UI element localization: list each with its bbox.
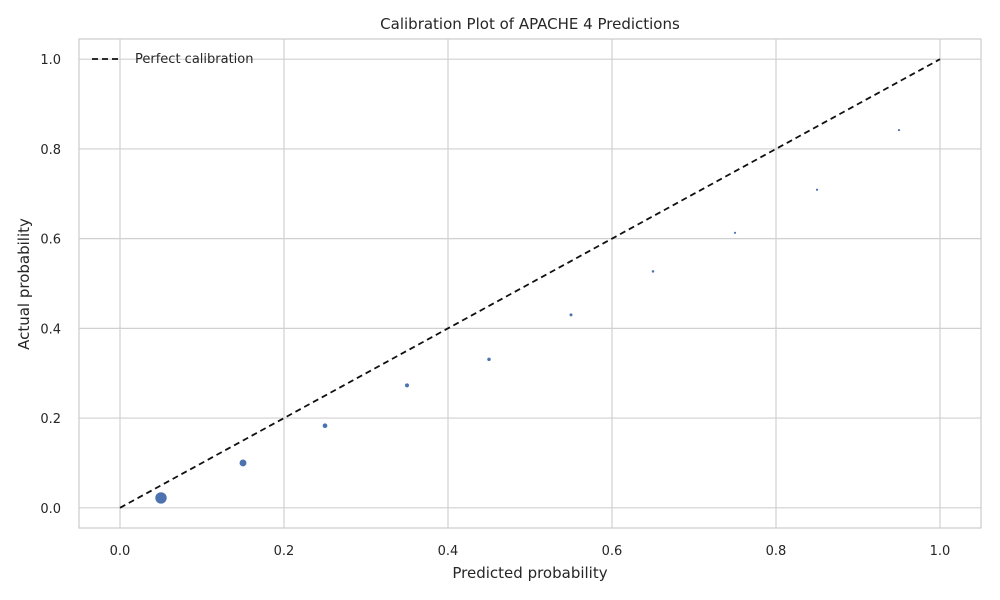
y-tick-label: 0.8 xyxy=(40,143,61,158)
calibration-point xyxy=(154,491,168,505)
grid xyxy=(79,39,981,528)
calibration-point xyxy=(651,270,655,273)
x-tick-label: 0.4 xyxy=(438,544,459,559)
perfect-calibration-line xyxy=(119,58,941,509)
x-tick-labels: 0.0 0.2 0.4 0.6 0.8 1.0 xyxy=(110,544,951,559)
chart-title: Calibration Plot of APACHE 4 Predictions xyxy=(380,15,680,33)
y-tick-labels: 0.0 0.2 0.4 0.6 0.8 1.0 xyxy=(40,53,61,517)
points-layer xyxy=(154,128,901,505)
calibration-point xyxy=(322,422,328,429)
calibration-point xyxy=(897,128,901,132)
calibration-point xyxy=(569,313,573,317)
calibration-point xyxy=(238,458,248,467)
x-tick-label: 1.0 xyxy=(930,544,951,559)
calibration-point xyxy=(405,383,409,388)
calibration-point xyxy=(815,188,819,191)
y-tick-label: 0.0 xyxy=(40,502,61,517)
plot-frame xyxy=(78,38,982,529)
x-tick-label: 0.0 xyxy=(110,544,131,559)
x-axis-label: Predicted probability xyxy=(452,564,607,582)
calibration-point xyxy=(733,231,737,234)
y-tick-label: 0.6 xyxy=(40,233,61,248)
y-tick-label: 1.0 xyxy=(40,53,61,68)
reference-line-layer xyxy=(119,58,941,509)
y-tick-label: 0.4 xyxy=(40,322,61,337)
calibration-point xyxy=(487,357,491,362)
x-tick-label: 0.2 xyxy=(274,544,295,559)
x-tick-label: 0.8 xyxy=(766,544,787,559)
y-axis-label: Actual probability xyxy=(15,218,33,350)
x-tick-label: 0.6 xyxy=(602,544,623,559)
legend-label: Perfect calibration xyxy=(135,52,253,67)
legend: Perfect calibration xyxy=(92,52,253,67)
y-tick-label: 0.2 xyxy=(40,412,61,427)
